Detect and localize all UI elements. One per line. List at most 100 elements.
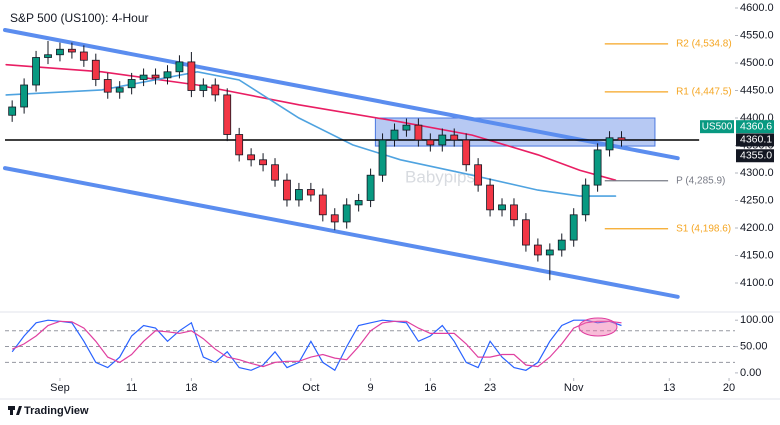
x-tick-label: 9 xyxy=(368,382,374,394)
candle-body xyxy=(474,164,483,186)
oscillator-tick-label: 50.00 xyxy=(740,340,768,352)
x-tick-label: Sep xyxy=(50,382,70,394)
candle-body xyxy=(139,74,148,80)
price-tag-label: 4360.6 xyxy=(740,120,772,132)
price-tag-name-bg xyxy=(700,120,734,134)
candle-body xyxy=(426,139,435,146)
candle-body xyxy=(438,134,447,146)
y-tick-label: 4150.0 xyxy=(740,249,774,261)
x-tick-label: 20 xyxy=(723,382,735,394)
pivot-label: R2 (4,534.8) xyxy=(676,39,732,50)
candle-body xyxy=(462,139,471,166)
x-tick-label: 11 xyxy=(126,382,137,394)
candle-body xyxy=(318,194,327,216)
candle-body xyxy=(378,139,387,176)
brand-logo xyxy=(8,406,22,415)
candle-body xyxy=(68,48,76,53)
candle-body xyxy=(605,137,614,151)
candle-body xyxy=(486,184,494,211)
candle-body xyxy=(593,149,602,186)
oscillator-line xyxy=(11,319,622,372)
price-tag xyxy=(736,149,774,163)
candle-body xyxy=(175,61,184,73)
brand: TradingView xyxy=(24,405,89,417)
y-tick-label: 4200.0 xyxy=(740,222,774,234)
candle-body xyxy=(522,219,530,246)
x-tick-label: Oct xyxy=(302,382,319,394)
candle-body xyxy=(163,71,172,79)
moving-average xyxy=(5,63,617,181)
price-tag xyxy=(736,120,774,134)
candle-body xyxy=(32,57,40,86)
candle-body xyxy=(569,214,578,241)
candle-body xyxy=(271,164,279,181)
candle-body xyxy=(199,84,208,91)
candle-body xyxy=(533,244,542,256)
candle-body xyxy=(366,174,375,201)
highlight xyxy=(578,317,618,337)
price-tag-label: 4360.1 xyxy=(740,134,772,146)
oscillator-line xyxy=(11,320,622,368)
x-tick-label: 13 xyxy=(663,382,675,394)
candle-body xyxy=(247,154,256,161)
trendline xyxy=(3,166,680,299)
candle-body xyxy=(354,200,363,206)
candle-body xyxy=(115,87,124,93)
pivot-label: R1 (4,447.5) xyxy=(676,87,732,98)
oscillator-tick-label: 100.00 xyxy=(740,314,774,326)
candle-body xyxy=(450,134,459,141)
x-tick-label: 18 xyxy=(185,382,197,394)
candle-body xyxy=(545,249,554,256)
y-tick-label: 4550.0 xyxy=(740,29,774,41)
candle-body xyxy=(223,94,232,135)
x-tick-label: 23 xyxy=(484,382,496,394)
candle-body xyxy=(295,189,303,201)
candle-body xyxy=(20,84,29,108)
candle-body xyxy=(44,54,52,58)
candle-body xyxy=(56,48,64,56)
candle-body xyxy=(414,124,423,141)
x-tick-label: 16 xyxy=(424,382,436,394)
candle-body xyxy=(259,159,267,166)
watermark: Babypips xyxy=(405,167,475,186)
pivot-label: S1 (4,198.6) xyxy=(676,223,731,234)
y-tick-label: 4300.0 xyxy=(740,167,774,179)
candle-body xyxy=(402,124,411,131)
candle-body xyxy=(8,106,17,116)
candle-body xyxy=(283,179,291,201)
plot: 4600.04550.04500.04450.04400.04350.04300… xyxy=(3,2,774,394)
candle-body xyxy=(557,239,566,251)
candle-body xyxy=(235,134,244,156)
candle-body xyxy=(498,204,506,211)
candle-body xyxy=(581,184,590,216)
oscillator-tick-label: 0.00 xyxy=(740,367,761,379)
candle-body xyxy=(151,74,160,79)
y-tick-label: 4600.0 xyxy=(740,2,774,14)
trendline xyxy=(3,28,680,161)
candle-body xyxy=(127,79,136,89)
chart-title: S&P 500 (US100): 4-Hour xyxy=(10,11,149,25)
candle-body xyxy=(211,84,220,96)
candle-body xyxy=(330,214,339,223)
candle-body xyxy=(342,204,351,223)
pivot-label: P (4,285.9) xyxy=(676,175,725,186)
candle-body xyxy=(390,129,399,141)
candle-body xyxy=(187,61,196,91)
y-tick-label: 4450.0 xyxy=(740,84,774,96)
candle-body xyxy=(103,79,112,93)
candle-body xyxy=(91,59,100,80)
y-tick-label: 4500.0 xyxy=(740,57,774,69)
title-bg xyxy=(6,10,148,27)
candle-body xyxy=(617,137,626,141)
price-tag-name: US500 xyxy=(702,121,733,132)
candle-body xyxy=(79,51,88,61)
x-tick-label: Nov xyxy=(564,382,584,394)
candle-body xyxy=(510,204,518,221)
candle-body xyxy=(306,189,315,196)
price-tag-label: 4355.0 xyxy=(740,150,772,162)
price-tag xyxy=(736,133,774,147)
y-tick-label: 4100.0 xyxy=(740,277,774,289)
y-tick-label: 4250.0 xyxy=(740,194,774,206)
